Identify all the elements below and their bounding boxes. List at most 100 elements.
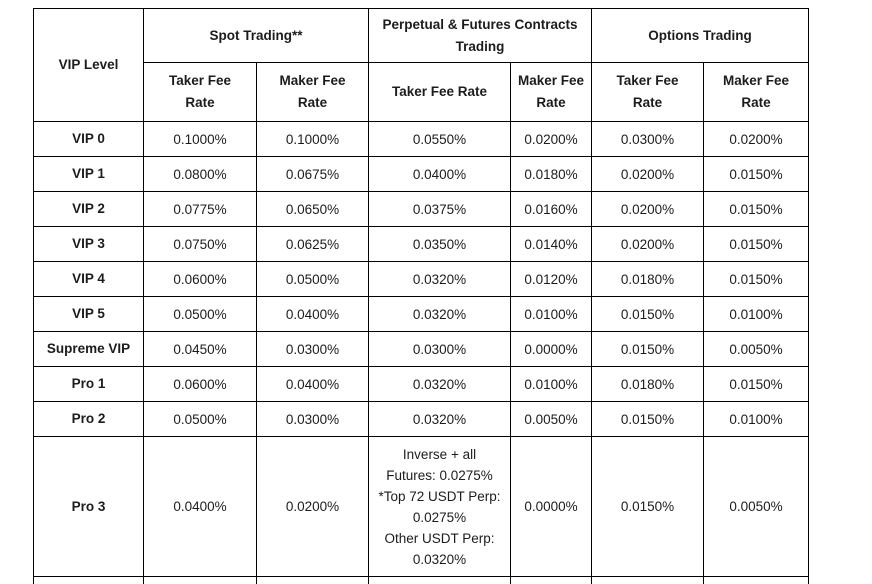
fee-rate-cell: 0.0150% [703, 261, 810, 297]
vip-level-cell: Pro 1 [33, 366, 144, 402]
fee-rate-cell: 0.0400% [368, 156, 512, 192]
fee-rate-cell: 0.0150% [591, 436, 705, 577]
table-row: VIP 0 0.1000% 0.1000% 0.0550% 0.0200% 0.0300%… [33, 121, 810, 157]
options-maker-fee-header: Maker Fee Rate [703, 62, 810, 122]
fee-rate-cell: 0.0150% [703, 191, 810, 227]
fee-rate-cell: 0.0050% [703, 331, 810, 367]
fee-rate-cell: 0.0000% [510, 331, 593, 367]
fee-rate-cell: 0.0500% [143, 296, 257, 332]
spot-maker-fee-header: Maker Fee Rate [255, 62, 370, 122]
fee-rate-cell: 0.0120% [510, 261, 593, 297]
fee-rate-cell: 0.0160% [510, 191, 593, 227]
table-row: Pro 3 0.0400% 0.0200% Inverse + all Futures… [33, 436, 810, 577]
table-row: VIP 2 0.0775% 0.0650% 0.0375% 0.0160% 0.0200%… [33, 191, 810, 227]
fee-rate-cell [143, 576, 257, 584]
vip-level-cell: VIP 1 [33, 156, 144, 192]
fee-rate-cell: 0.0800% [143, 156, 257, 192]
vip-level-cell: VIP 4 [33, 261, 144, 297]
fee-rate-cell: 0.0100% [510, 366, 593, 402]
perp-maker-fee-header: Maker Fee Rate [510, 62, 593, 122]
table-row: VIP 5 0.0500% 0.0400% 0.0320% 0.0100% 0.0150%… [33, 296, 810, 332]
fee-rate-cell: 0.1000% [143, 121, 257, 157]
options-taker-fee-header: Taker Fee Rate [591, 62, 705, 122]
fee-rate-cell: 0.0400% [255, 296, 370, 332]
fee-rate-cell [591, 576, 705, 584]
fee-rate-cell: 0.0500% [143, 401, 257, 437]
vip-level-cell: VIP 0 [33, 121, 144, 157]
fee-rate-cell: 0.0200% [591, 156, 705, 192]
fee-rate-cell: 0.0150% [591, 296, 705, 332]
fee-rate-cell: 0.0140% [510, 226, 593, 262]
fee-rate-cell: 0.0400% [255, 366, 370, 402]
fee-rate-cell [255, 576, 370, 584]
vip-level-cell: VIP 3 [33, 226, 144, 262]
fee-rate-cell: 0.0200% [591, 191, 705, 227]
fee-rate-cell: 0.0200% [510, 121, 593, 157]
vip-fee-table: VIP Level Spot Trading** Perpetual & Fut… [33, 8, 810, 584]
fee-rate-cell: 0.1000% [255, 121, 370, 157]
fee-rate-cell: 0.0650% [255, 191, 370, 227]
fee-rate-cell: 0.0180% [510, 156, 593, 192]
fee-rate-cell: 0.0320% [368, 296, 512, 332]
fee-rate-cell: 0.0200% [255, 436, 370, 577]
table-row: VIP 1 0.0800% 0.0675% 0.0400% 0.0180% 0.0200%… [33, 156, 810, 192]
fee-rate-cell [510, 576, 593, 584]
fee-rate-cell: 0.0200% [703, 121, 810, 157]
fee-rate-cell: 0.0775% [143, 191, 257, 227]
vip-level-cell: VIP 2 [33, 191, 144, 227]
table-row: VIP 4 0.0600% 0.0500% 0.0320% 0.0120% 0.0180%… [33, 261, 810, 297]
fee-rate-cell: 0.0100% [510, 296, 593, 332]
table-row: Supreme VIP 0.0450% 0.0300% 0.0300% 0.0000% 0… [33, 331, 810, 367]
fee-rate-cell: 0.0450% [143, 331, 257, 367]
fee-rate-cell: 0.0750% [143, 226, 257, 262]
fee-rate-cell: 0.0150% [591, 401, 705, 437]
fee-rate-cell: 0.0300% [591, 121, 705, 157]
fee-rate-cell: 0.0100% [703, 401, 810, 437]
group-header-perpetual-futures: Perpetual & Futures Contracts Trading [368, 8, 593, 63]
fee-rate-cell: 0.0150% [703, 366, 810, 402]
fee-rate-cell: 0.0600% [143, 261, 257, 297]
fee-rate-cell: 0.0300% [255, 331, 370, 367]
fee-rate-cell: 0.0375% [368, 191, 512, 227]
fee-rate-cell: 0.0350% [368, 226, 512, 262]
fee-rate-cell [368, 576, 512, 584]
fee-rate-cell: 0.0625% [255, 226, 370, 262]
group-header-row: VIP Level Spot Trading** Perpetual & Fut… [33, 8, 810, 122]
fee-rate-cell: 0.0150% [703, 226, 810, 262]
fee-rate-cell: 0.0300% [255, 401, 370, 437]
perp-taker-fee-header: Taker Fee Rate [368, 62, 512, 122]
vip-level-cell: VIP 5 [33, 296, 144, 332]
fee-rate-cell: 0.0300% [368, 331, 512, 367]
fee-rate-cell: 0.0050% [703, 436, 810, 577]
fee-rate-cell: 0.0320% [368, 366, 512, 402]
fee-rate-cell: Inverse + all Futures: 0.0275% *Top 72 U… [368, 436, 512, 577]
fee-rate-cell: 0.0600% [143, 366, 257, 402]
vip-level-header: VIP Level [33, 8, 144, 122]
vip-level-cell: Supreme VIP [33, 331, 144, 367]
fee-rate-cell: 0.0200% [591, 226, 705, 262]
fee-rate-cell: 0.0500% [255, 261, 370, 297]
fee-rate-cell: 0.0100% [703, 296, 810, 332]
fee-rate-cell: 0.0000% [510, 436, 593, 577]
vip-level-cell [33, 576, 144, 584]
fee-rate-cell: 0.0050% [510, 401, 593, 437]
table-row: Pro 2 0.0500% 0.0300% 0.0320% 0.0050% 0.0150%… [33, 401, 810, 437]
fee-rate-cell: 0.0150% [703, 156, 810, 192]
fee-rate-cell: 0.0675% [255, 156, 370, 192]
fee-rate-cell [703, 576, 810, 584]
fee-rate-cell: 0.0180% [591, 261, 705, 297]
vip-level-cell: Pro 3 [33, 436, 144, 577]
clipped-table-row [33, 576, 810, 584]
table-row: Pro 1 0.0600% 0.0400% 0.0320% 0.0100% 0.0180%… [33, 366, 810, 402]
table-row: VIP 3 0.0750% 0.0625% 0.0350% 0.0140% 0.0200%… [33, 226, 810, 262]
fee-rate-cell: 0.0400% [143, 436, 257, 577]
fee-rate-cell: 0.0320% [368, 261, 512, 297]
group-header-spot-trading: Spot Trading** [142, 8, 370, 63]
vip-level-cell: Pro 2 [33, 401, 144, 437]
fee-rate-cell: 0.0150% [591, 331, 705, 367]
fee-rate-cell: 0.0320% [368, 401, 512, 437]
spot-taker-fee-header: Taker Fee Rate [143, 62, 257, 122]
fee-rate-cell: 0.0180% [591, 366, 705, 402]
fee-rate-cell: 0.0550% [368, 121, 512, 157]
